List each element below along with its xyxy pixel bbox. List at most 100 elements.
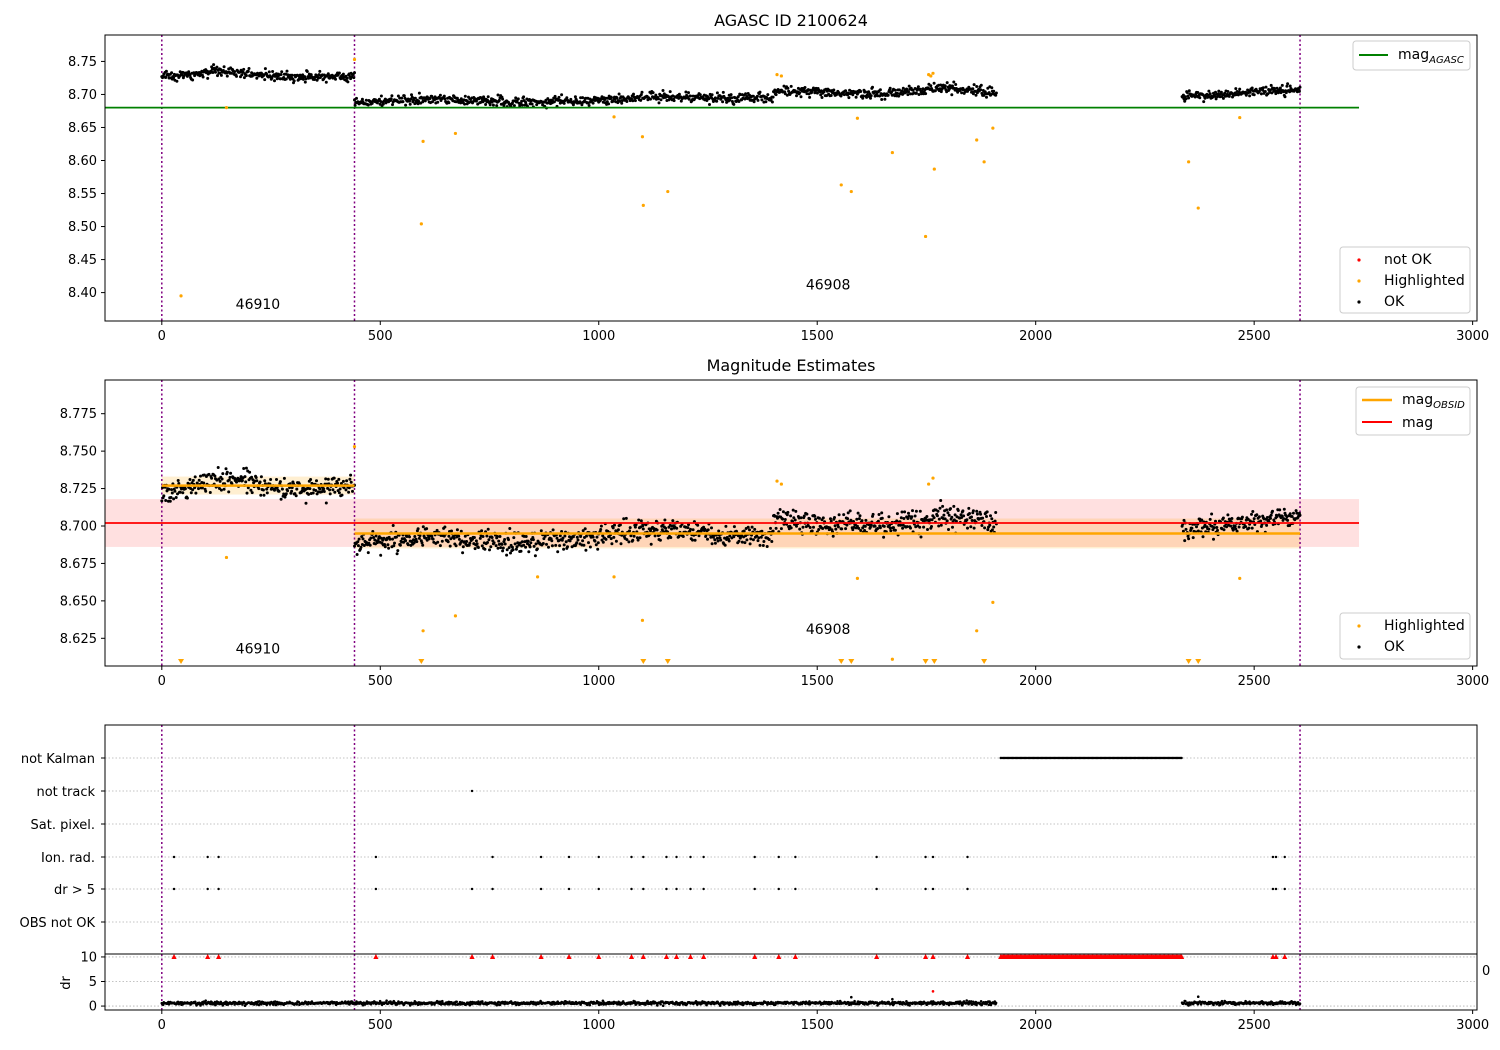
flag-point (675, 855, 678, 859)
highlighted-point (352, 445, 357, 449)
axes-frame (104, 953, 1478, 1011)
ok-point (709, 535, 713, 539)
ok-point (1227, 94, 1231, 98)
ok-point (229, 71, 233, 75)
ok-point (246, 486, 250, 490)
ok-point (975, 85, 979, 88)
ok-point (969, 525, 973, 529)
ok-point (945, 519, 949, 523)
flag-point (374, 887, 378, 891)
ok-point (366, 103, 370, 107)
ok-point (689, 94, 692, 98)
flag-point (924, 855, 927, 859)
ok-point (1247, 526, 1251, 530)
ok-point (242, 76, 246, 80)
dr-point (209, 1002, 212, 1006)
ok-point (849, 518, 853, 522)
ok-point (361, 537, 365, 541)
ok-point (191, 478, 195, 482)
axes-frame (104, 724, 1478, 955)
ok-point (669, 536, 673, 539)
ok-point (431, 100, 434, 104)
ok-point (420, 541, 424, 545)
x-tick-label: 3000 (1456, 674, 1489, 689)
ok-point (520, 540, 524, 544)
ok-point (979, 88, 983, 92)
ok-point (613, 523, 616, 527)
ok-point (906, 517, 910, 520)
ok-point (290, 489, 294, 493)
ok-point (930, 518, 934, 522)
ok-point (776, 88, 780, 91)
ok-point (218, 479, 222, 483)
ok-point (897, 88, 901, 92)
ok-point (315, 479, 318, 483)
flag-point (1283, 887, 1286, 891)
ok-point (440, 539, 444, 543)
flag-point (689, 855, 692, 859)
ok-point (220, 477, 224, 481)
ok-point (476, 546, 480, 549)
ok-point (303, 80, 307, 84)
x-tick-label: 500 (368, 329, 393, 344)
ok-point (932, 81, 936, 85)
ok-point (954, 83, 958, 86)
ok-point (532, 544, 536, 548)
dr-outlier-point (931, 990, 935, 993)
ok-point (869, 523, 873, 527)
dr-point (479, 1002, 482, 1006)
ok-point (766, 93, 770, 97)
ok-point (865, 93, 869, 97)
ok-point (1226, 90, 1230, 93)
ok-point (487, 538, 491, 542)
flag-label: OBS not OK (20, 916, 96, 931)
ok-point (970, 515, 973, 519)
ok-point (427, 537, 431, 541)
ok-point (417, 91, 421, 95)
highlighted-point (975, 629, 979, 633)
below-axis-marker (922, 659, 929, 664)
ok-point (817, 516, 821, 520)
ok-point (649, 542, 653, 546)
flag-point (753, 887, 756, 891)
capped-marker (964, 953, 971, 959)
flag-point (1271, 855, 1275, 859)
flag-point (794, 855, 797, 859)
ok-point (410, 93, 413, 97)
ok-point (776, 511, 780, 515)
ok-point (871, 85, 874, 89)
y-tick-label: 8.50 (68, 220, 97, 235)
ok-point (974, 93, 978, 97)
ok-point (856, 511, 860, 515)
ok-point (172, 76, 176, 80)
ok-point (689, 527, 692, 531)
ok-point (801, 525, 805, 529)
ok-point (902, 517, 906, 520)
ok-point (393, 541, 396, 545)
flag-point (374, 855, 378, 859)
y-tick-label: 8.40 (68, 286, 97, 301)
ok-point (542, 537, 546, 541)
ok-point (331, 488, 335, 492)
ok-point (258, 480, 262, 484)
ok-point (1248, 94, 1252, 98)
ok-point (193, 486, 197, 490)
ok-point (1282, 507, 1286, 511)
ok-point (593, 539, 597, 543)
ok-point (946, 511, 950, 515)
ok-point (914, 91, 918, 95)
ok-point (863, 90, 867, 94)
ok-point (250, 71, 254, 75)
ok-point (960, 91, 964, 95)
ok-point (1251, 510, 1255, 513)
ok-point (988, 523, 992, 527)
ok-point (484, 103, 488, 106)
ok-point (605, 100, 609, 104)
ok-point (752, 100, 756, 104)
ok-point (971, 509, 975, 513)
ok-point (322, 490, 326, 493)
ok-point (587, 104, 591, 107)
ok-point (587, 541, 590, 545)
ok-point (883, 97, 887, 101)
ok-point (400, 96, 404, 100)
